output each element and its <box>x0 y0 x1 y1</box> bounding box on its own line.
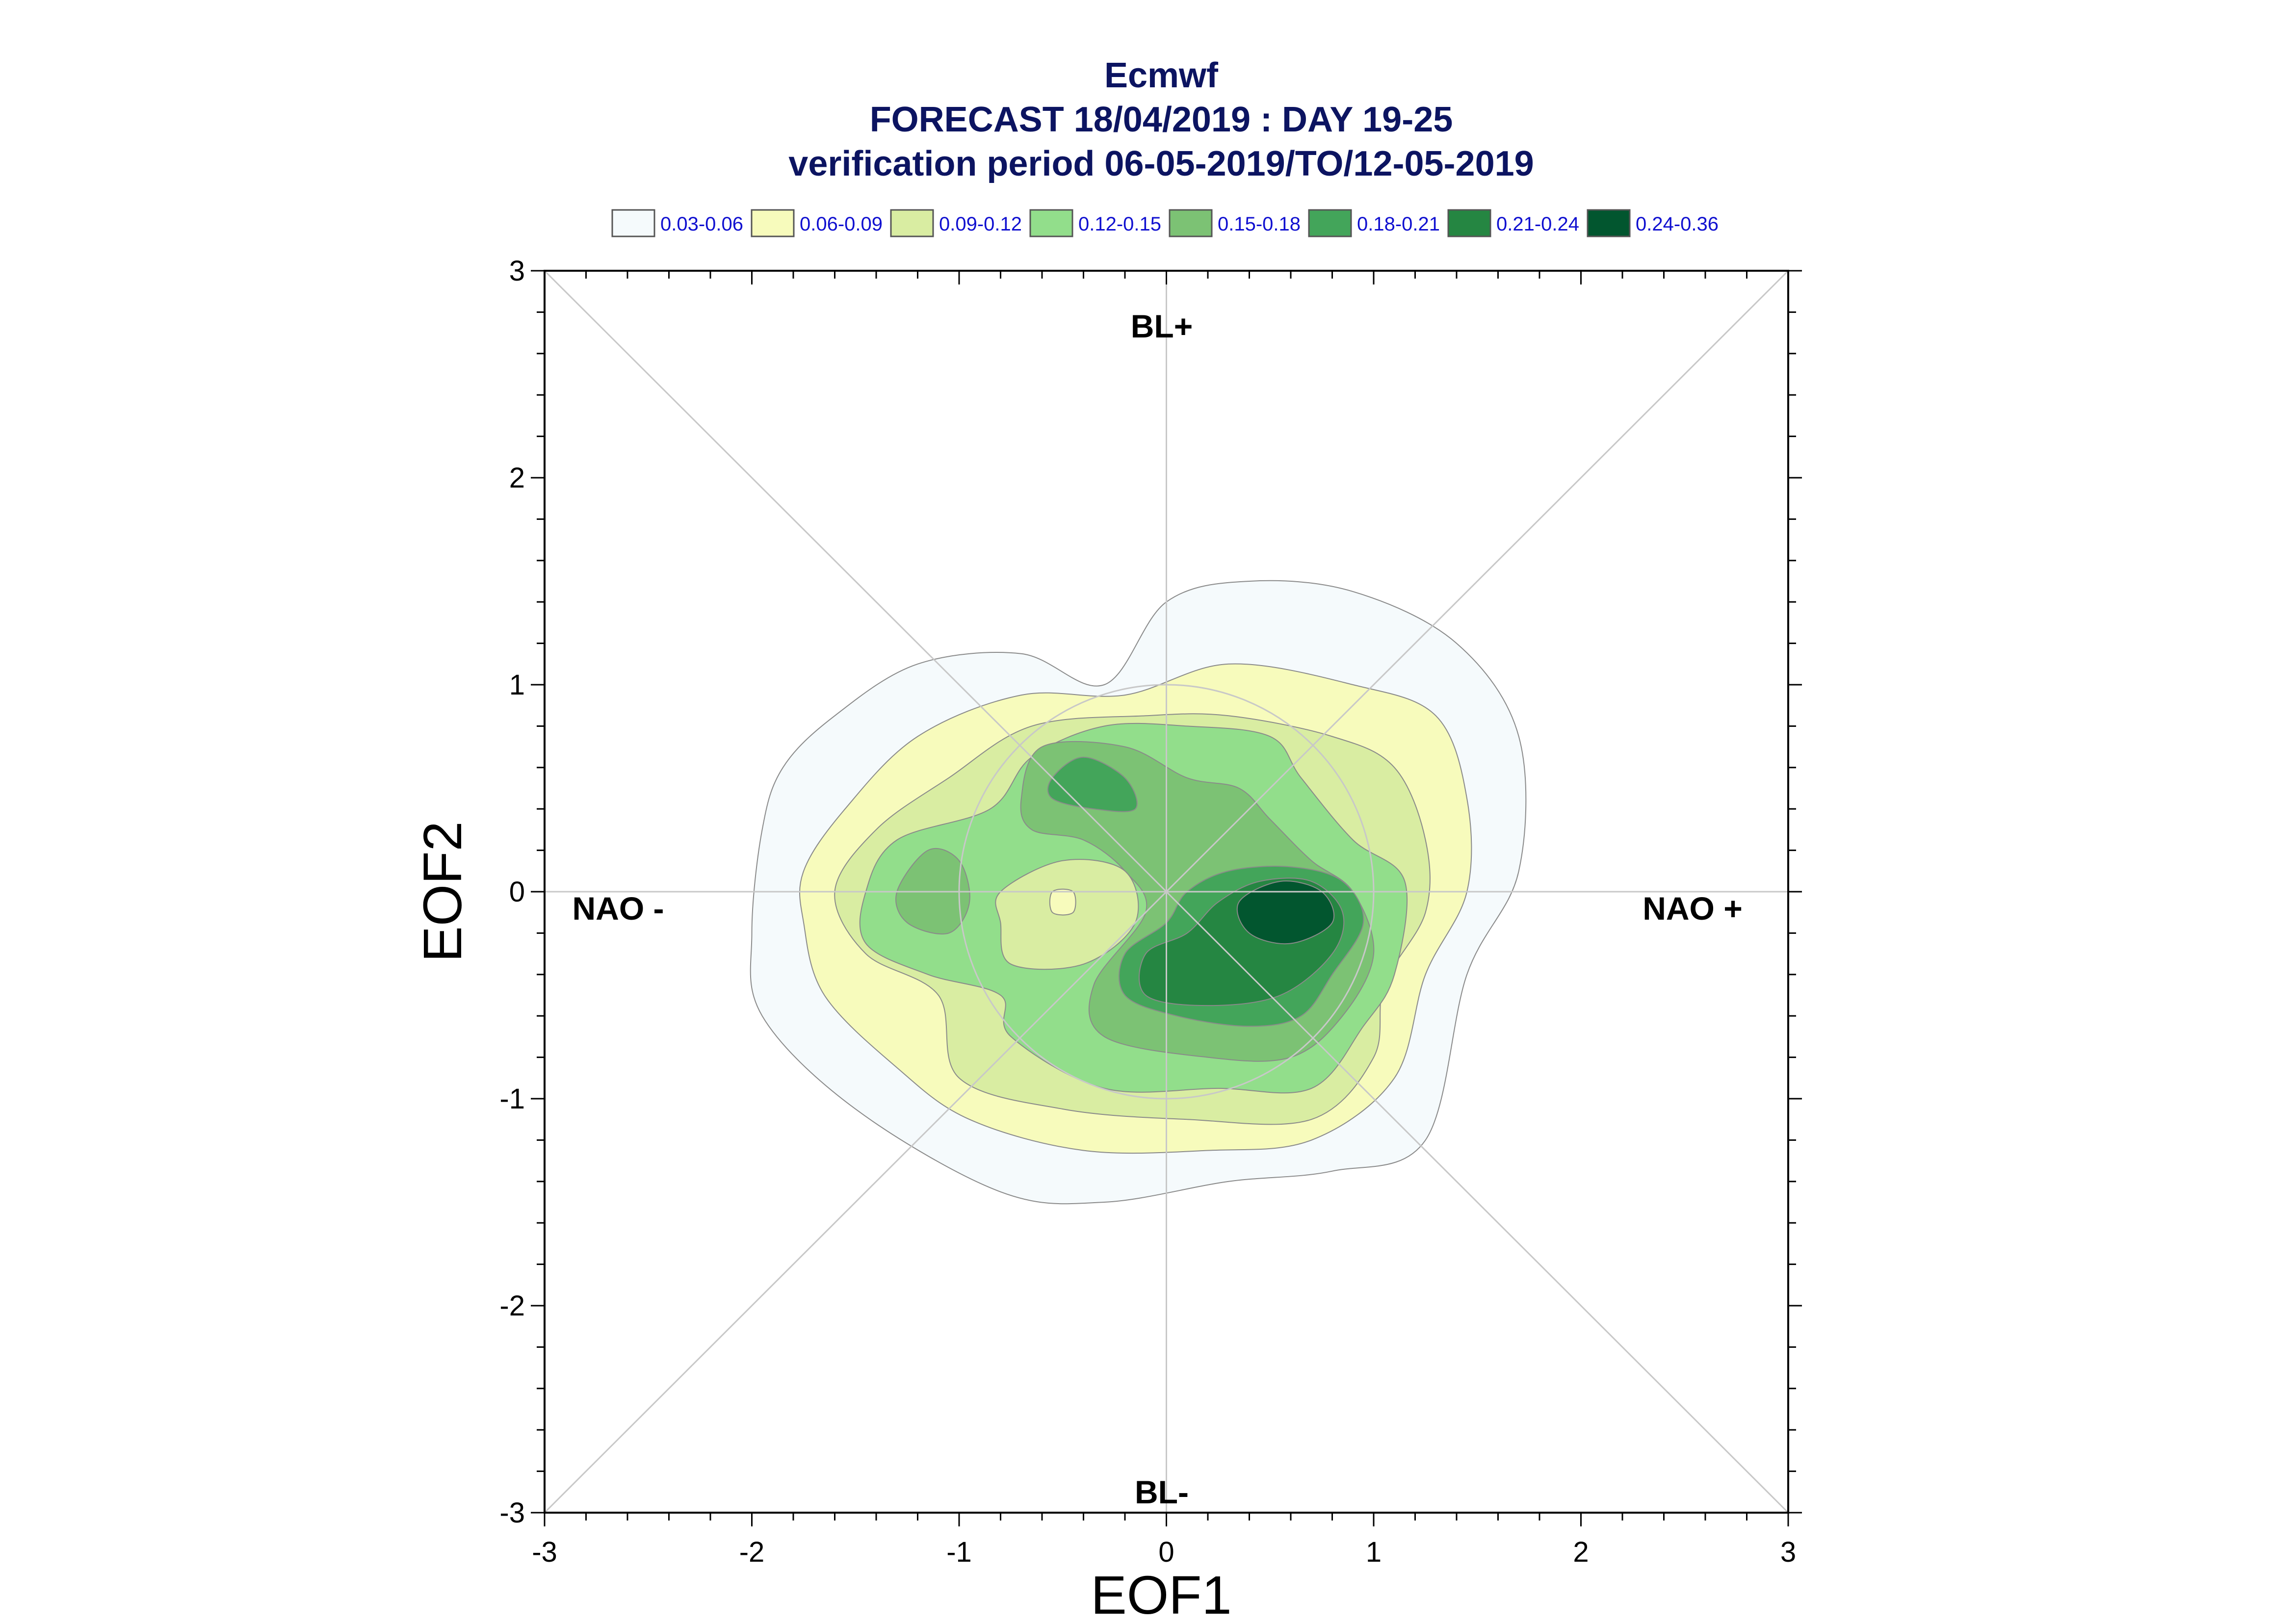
legend-label: 0.03-0.06 <box>660 213 743 235</box>
regime-label-top: BL+ <box>1131 308 1193 344</box>
chart-subtitle-2: verification period 06-05-2019/TO/12-05-… <box>788 144 1534 183</box>
reference-circle <box>958 684 1375 1100</box>
y-axis-label: EOF2 <box>413 821 473 962</box>
legend-label: 0.15-0.18 <box>1218 213 1301 235</box>
legend-swatch <box>890 209 934 237</box>
y-tick-label: -1 <box>499 1083 525 1115</box>
legend-swatch <box>1587 209 1631 237</box>
chart-subtitle: FORECAST 18/04/2019 : DAY 19-25 <box>870 100 1453 139</box>
x-tick-label: 2 <box>1573 1536 1589 1568</box>
legend-swatch <box>1447 209 1491 237</box>
x-axis-label: EOF1 <box>1091 1565 1231 1624</box>
legend-label: 0.09-0.12 <box>939 213 1022 235</box>
legend-swatch <box>751 209 795 237</box>
guide-lines <box>544 270 1789 1514</box>
y-tick-label: -3 <box>499 1497 525 1529</box>
x-tick-label: 0 <box>1158 1536 1174 1568</box>
x-tick-label: 3 <box>1780 1536 1796 1568</box>
legend-swatch <box>1308 209 1352 237</box>
x-tick-label: 1 <box>1366 1536 1382 1568</box>
legend-label: 0.21-0.24 <box>1496 213 1579 235</box>
contour-region <box>1236 880 1335 945</box>
legend-swatch <box>611 209 655 237</box>
y-tick-label: 1 <box>509 669 525 701</box>
contour-layers <box>750 580 1527 1205</box>
contour-region <box>1049 888 1076 916</box>
regime-label-bottom: BL- <box>1135 1474 1189 1510</box>
legend-label: 0.06-0.09 <box>800 213 883 235</box>
legend-swatch <box>1029 209 1073 237</box>
axis-ticks: -3 -2 -1 0 1 2 3 -3 -2 -1 0 1 2 3 <box>499 255 1802 1568</box>
x-tick-label: -1 <box>946 1536 972 1568</box>
legend-label: 0.18-0.21 <box>1357 213 1440 235</box>
contour-region <box>1047 756 1138 812</box>
y-tick-label: 3 <box>509 255 525 287</box>
y-tick-label: -2 <box>499 1290 525 1322</box>
x-tick-label: -2 <box>739 1536 765 1568</box>
chart-title: Ecmwf <box>1104 56 1219 95</box>
legend-label: 0.24-0.36 <box>1636 213 1719 235</box>
y-tick-label: 0 <box>509 876 525 908</box>
regime-label-left: NAO - <box>573 890 664 927</box>
legend-swatch <box>1169 209 1213 237</box>
regime-label-right: NAO + <box>1643 890 1743 927</box>
legend-label: 0.12-0.15 <box>1078 213 1161 235</box>
plot-area: -3 -2 -1 0 1 2 3 -3 -2 -1 0 1 2 3 <box>499 255 1802 1568</box>
x-tick-label: -3 <box>532 1536 557 1568</box>
legend: 0.03-0.06 0.06-0.09 0.09-0.12 0.12-0.15 0.15… <box>611 209 1719 237</box>
y-tick-label: 2 <box>509 462 525 494</box>
